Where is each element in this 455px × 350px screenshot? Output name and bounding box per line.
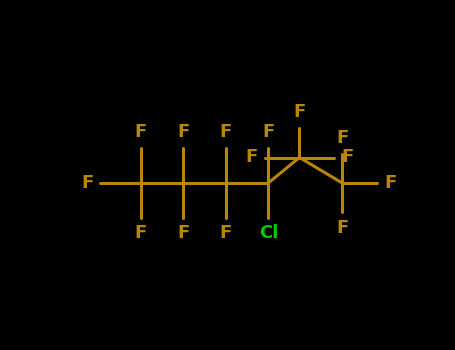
Text: Cl: Cl bbox=[259, 224, 278, 243]
Text: F: F bbox=[220, 224, 232, 243]
Text: F: F bbox=[134, 123, 147, 141]
Text: F: F bbox=[177, 123, 189, 141]
Text: F: F bbox=[341, 148, 354, 167]
Text: F: F bbox=[336, 219, 348, 237]
Text: F: F bbox=[293, 103, 306, 121]
Text: F: F bbox=[177, 224, 189, 243]
Text: F: F bbox=[81, 174, 93, 192]
Text: F: F bbox=[384, 174, 396, 192]
Text: F: F bbox=[220, 123, 232, 141]
Text: F: F bbox=[245, 148, 258, 167]
Text: F: F bbox=[263, 123, 274, 141]
Text: F: F bbox=[336, 129, 348, 147]
Text: F: F bbox=[134, 224, 147, 243]
